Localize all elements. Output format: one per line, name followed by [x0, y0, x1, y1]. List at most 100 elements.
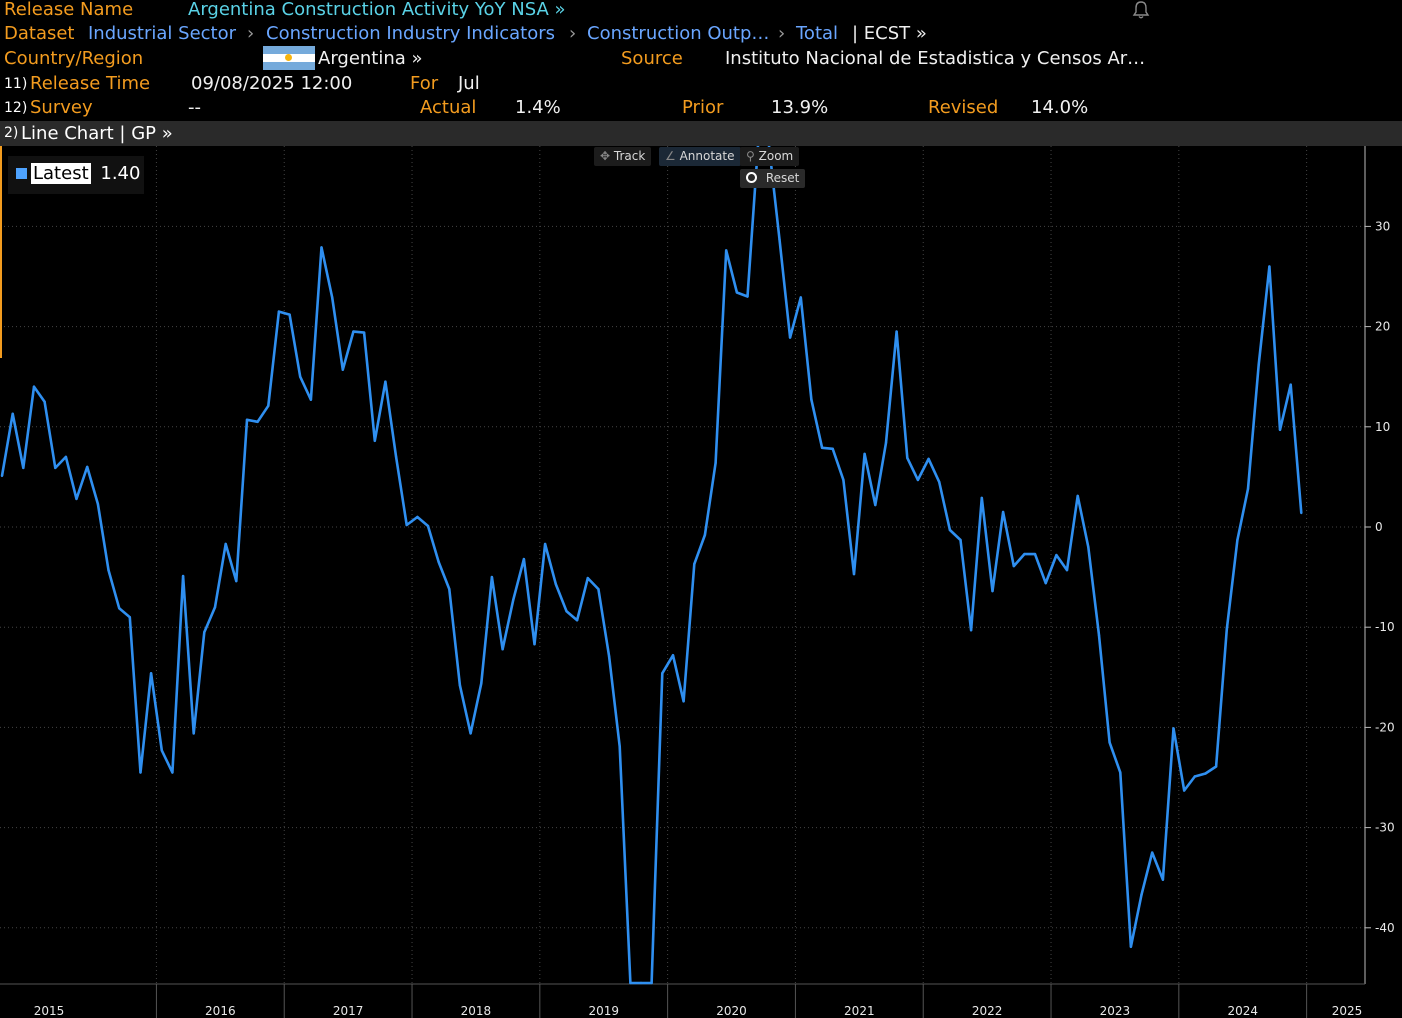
x-tick-label: 2023 — [1100, 1004, 1131, 1018]
data-point — [1129, 945, 1133, 948]
data-point — [96, 502, 100, 506]
survey-label[interactable]: Survey — [30, 97, 93, 118]
track-button[interactable]: ✥ Track — [594, 147, 652, 166]
x-tick-label: 2025 — [1332, 1004, 1363, 1018]
data-point — [1161, 878, 1165, 881]
bell-icon[interactable] — [1131, 0, 1151, 20]
data-point — [1097, 634, 1101, 637]
survey-value: -- — [188, 97, 201, 118]
y-tick-label: 30 — [1375, 219, 1390, 233]
data-point — [512, 598, 515, 602]
data-point — [1001, 510, 1005, 514]
breadcrumb-item-construction-output[interactable]: Construction Outp… — [587, 23, 770, 44]
series-line-latest — [0, 146, 1303, 985]
magnifier-icon: ⚲ — [746, 149, 755, 163]
data-point — [299, 375, 302, 378]
data-point — [1246, 487, 1250, 491]
data-point — [309, 398, 313, 401]
data-point — [426, 524, 430, 528]
annotate-button[interactable]: ∠ Annotate — [659, 147, 741, 166]
reset-button[interactable]: Reset — [740, 169, 806, 188]
chevron-right-icon: › — [778, 23, 786, 44]
y-tick-label: -30 — [1375, 821, 1395, 835]
data-point — [1300, 511, 1303, 515]
data-point — [437, 560, 440, 564]
data-point — [916, 478, 920, 482]
x-tick-label: 2021 — [844, 1004, 875, 1018]
data-point — [320, 246, 323, 249]
y-tick-label: 10 — [1375, 420, 1390, 434]
data-point — [565, 610, 568, 613]
row-number-12: 12) — [4, 100, 28, 116]
breadcrumb-item-industrial-sector[interactable]: Industrial Sector — [88, 23, 237, 44]
release-time-value: 09/08/2025 12:00 — [191, 73, 353, 94]
data-point — [490, 575, 494, 579]
data-point — [341, 368, 344, 371]
data-point — [256, 420, 259, 423]
chart-grid — [0, 146, 1365, 984]
legend-value: 1.40 — [100, 163, 141, 184]
data-point — [1023, 552, 1026, 556]
chart-type-link[interactable]: Line Chart | GP » — [21, 123, 173, 144]
zoom-button[interactable]: ⚲ Zoom — [740, 147, 800, 166]
data-point — [160, 749, 163, 752]
data-point — [224, 542, 227, 546]
data-point — [543, 542, 547, 546]
data-point — [842, 478, 845, 482]
data-point — [1278, 428, 1282, 431]
breadcrumb-item-construction-indicators[interactable]: Construction Industry Indicators — [266, 23, 556, 44]
data-point — [778, 238, 781, 241]
data-point — [1119, 771, 1122, 774]
data-point — [980, 496, 983, 500]
row-number-2: 2) — [4, 125, 19, 141]
release-time-label[interactable]: Release Time — [30, 73, 151, 94]
zoom-label: Zoom — [758, 149, 794, 163]
release-name-link[interactable]: Argentina Construction Activity YoY NSA … — [188, 0, 566, 20]
argentina-flag-icon — [263, 46, 315, 70]
y-tick-label: 0 — [1375, 520, 1383, 534]
data-point — [991, 589, 994, 593]
data-point — [75, 497, 78, 501]
data-point — [1151, 851, 1154, 854]
data-point — [1055, 553, 1058, 557]
x-tick-label: 2017 — [333, 1004, 364, 1018]
breadcrumb-item-total[interactable]: Total — [796, 23, 839, 44]
data-point — [703, 533, 707, 537]
ticker-link[interactable]: | ECST » — [852, 23, 927, 44]
data-point — [1065, 568, 1069, 572]
country-link[interactable]: Argentina » — [318, 48, 423, 69]
data-point — [235, 579, 238, 583]
x-tick-label: 2016 — [205, 1004, 236, 1018]
data-point — [852, 572, 856, 576]
x-tick-label: 2019 — [588, 1004, 619, 1018]
y-tick-label: -10 — [1375, 620, 1395, 634]
x-axis: 2015 2016 2017 2018 2019 2020 2021 2022 2023 2024… — [0, 983, 1365, 1018]
data-point — [480, 682, 483, 685]
country-row: Country/Region Argentina » Source Instit… — [0, 47, 1402, 71]
x-tick-label: 2020 — [716, 1004, 747, 1018]
chart-legend[interactable]: Latest 1.40 — [8, 156, 144, 194]
data-point — [1193, 775, 1197, 778]
data-point — [1087, 545, 1090, 549]
data-point — [874, 503, 877, 507]
x-tick-label: 2022 — [972, 1004, 1003, 1018]
data-point — [1033, 552, 1037, 556]
data-point — [1012, 564, 1015, 568]
data-point — [746, 295, 749, 298]
data-point — [501, 648, 504, 651]
chart-title-bar[interactable]: 2) Line Chart | GP » — [0, 121, 1402, 146]
data-point — [671, 654, 675, 657]
data-point — [533, 643, 536, 646]
series-points — [0, 238, 1303, 985]
data-point — [32, 385, 36, 388]
accent-edge-marker — [0, 146, 2, 358]
data-point — [1236, 538, 1239, 542]
data-point — [64, 455, 68, 459]
data-point — [969, 629, 973, 632]
data-point — [1108, 741, 1111, 744]
line-chart[interactable]: 30 20 10 0 -10 -20 -30 -40 2015 2016 2017 2018 2019… — [0, 146, 1402, 1018]
source-label: Source — [621, 48, 683, 69]
data-point — [650, 981, 653, 985]
data-point — [895, 330, 898, 333]
data-point — [331, 296, 334, 299]
